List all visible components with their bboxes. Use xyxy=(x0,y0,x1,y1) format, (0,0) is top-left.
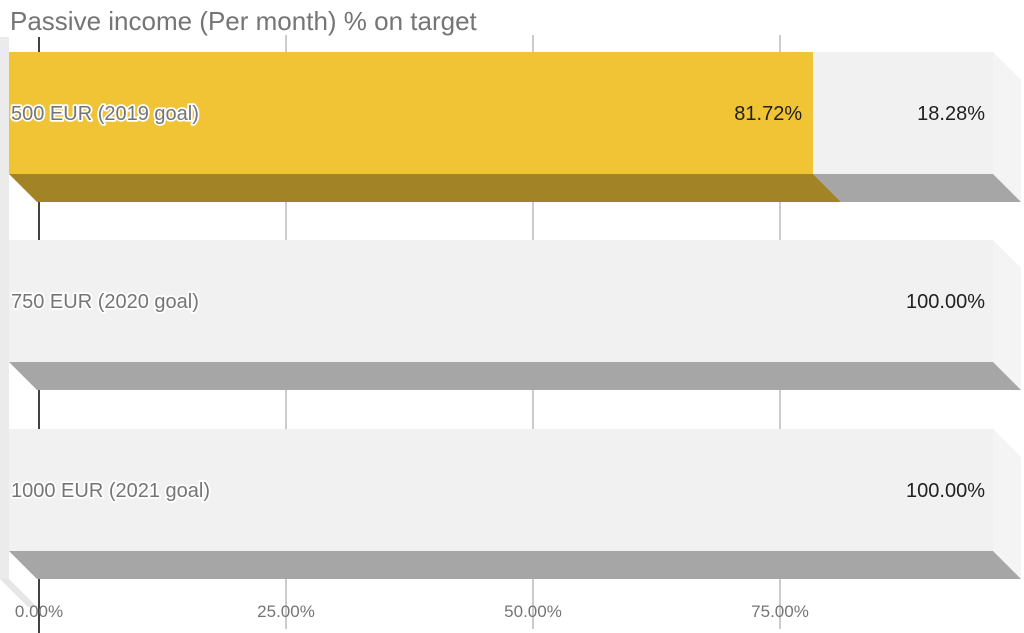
category-label: 1000 EUR (2021 goal) xyxy=(11,480,210,502)
chart-title: Passive income (Per month) % on target xyxy=(10,6,478,36)
value-label: 100.00% xyxy=(906,480,985,502)
value-label: 18.28% xyxy=(917,103,985,125)
bar-row xyxy=(9,52,1021,202)
bar-bottom-face xyxy=(813,174,1021,202)
bar-segment-remaining-percent[interactable] xyxy=(813,52,993,174)
bar-row xyxy=(9,429,1021,579)
bar-bottom-face xyxy=(9,174,842,202)
x-axis-tick-label: 75.00% xyxy=(751,602,809,621)
plot-wall-face xyxy=(0,37,9,579)
bars xyxy=(9,52,1021,579)
bar-side-face xyxy=(993,429,1021,579)
value-label: 81.72% xyxy=(734,103,802,125)
x-axis-tick-label: 0.00% xyxy=(15,602,63,621)
category-label: 500 EUR (2019 goal) xyxy=(11,103,199,125)
bar-bottom-face xyxy=(9,362,1021,390)
bar-side-face xyxy=(993,240,1021,390)
x-axis-tick-label: 25.00% xyxy=(257,602,315,621)
plot-wall xyxy=(0,37,37,607)
x-axis: 0.00% 25.00% 50.00% 75.00% xyxy=(15,602,809,621)
category-label: 750 EUR (2020 goal) xyxy=(11,291,199,313)
plot-wall-shadow xyxy=(0,579,37,607)
bar-labels: 500 EUR (2019 goal) 81.72% 18.28% 750 EUR (… xyxy=(9,101,985,504)
bar-segment-achieved-percent[interactable] xyxy=(9,52,814,174)
bar-side-face xyxy=(993,52,1021,202)
bar-segment-remaining-percent[interactable] xyxy=(9,429,993,551)
bar-bottom-face xyxy=(9,551,1021,579)
bar-segment-remaining-percent[interactable] xyxy=(9,240,993,362)
x-axis-tick-label: 50.00% xyxy=(504,602,562,621)
bar-row xyxy=(9,240,1021,390)
value-label: 100.00% xyxy=(906,291,985,313)
